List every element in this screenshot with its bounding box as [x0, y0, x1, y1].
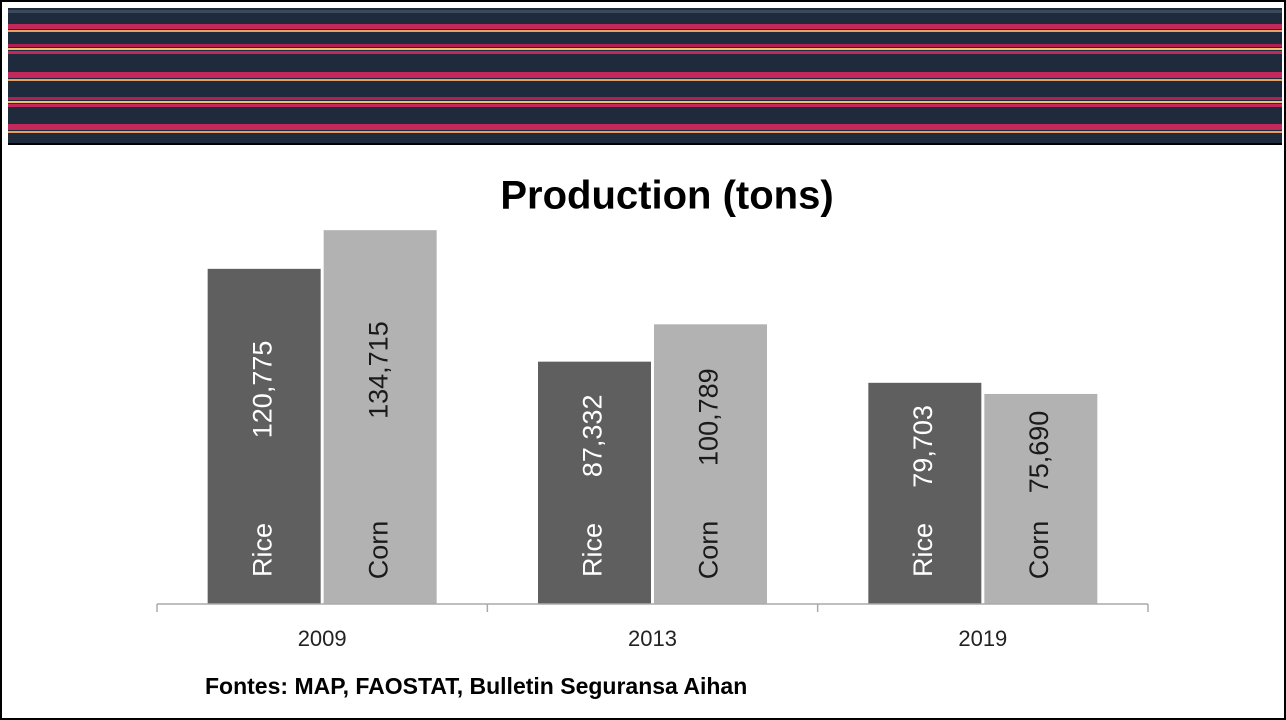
data-label: 75,690: [1024, 411, 1054, 494]
data-label: 120,775: [247, 341, 277, 439]
x-tick-label: 2019: [958, 626, 1007, 651]
x-tick-label: 2009: [298, 626, 347, 651]
x-tick-label: 2013: [628, 626, 677, 651]
data-label: 87,332: [578, 395, 608, 478]
series-label: Corn: [694, 521, 724, 580]
data-label: 79,703: [908, 405, 938, 488]
banner: [8, 8, 1282, 145]
data-label: 100,789: [694, 368, 724, 466]
series-label: Corn: [363, 521, 393, 580]
source-note: Fontes: MAP, FAOSTAT, Bulletin Seguransa…: [205, 673, 747, 699]
series-label: Rice: [247, 523, 277, 577]
data-label: 134,715: [363, 321, 393, 419]
chart-title: Production (tons): [500, 174, 833, 218]
page: {"chart_data": {"type": "bar", "title": …: [0, 0, 1286, 720]
series-label: Rice: [908, 523, 938, 577]
series-label: Rice: [578, 523, 608, 577]
series-label: Corn: [1024, 521, 1054, 580]
slide: Production (tons) Fontes: MAP, FAOSTAT, …: [0, 0, 1286, 720]
